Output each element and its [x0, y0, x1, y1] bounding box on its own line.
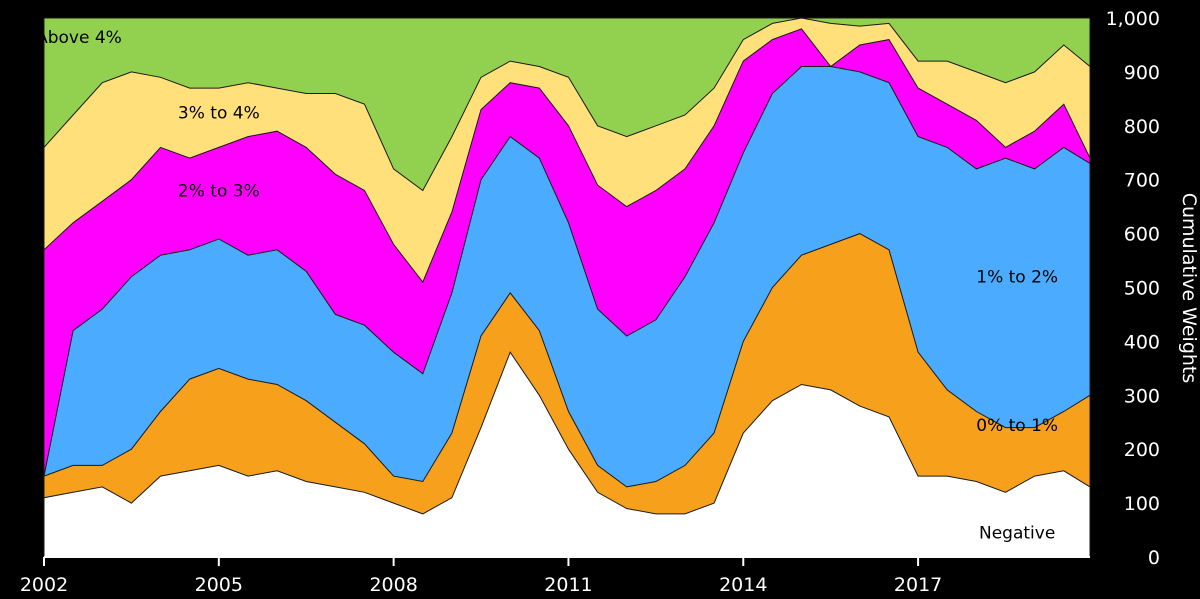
- y-tick-label: 800: [1124, 116, 1160, 138]
- label-0pct-to-1pct: 0% to 1%: [976, 416, 1058, 436]
- label-1pct-to-2pct: 1% to 2%: [976, 268, 1058, 288]
- y-tick-label: 100: [1124, 493, 1160, 515]
- y-tick-label: 900: [1124, 62, 1160, 84]
- stacked-areas: [43, 17, 1091, 558]
- area-labels: Above 4% 3% to 4% 2% to 3% 1% to 2% 0% to 1%…: [36, 28, 1058, 544]
- label-above-4pct: Above 4%: [36, 28, 122, 48]
- y-tick-label: 200: [1124, 439, 1160, 461]
- y-tick-label: 0: [1148, 547, 1160, 569]
- y-axis-ticks: 0 100 200 300 400 500 600 700 800 900 1,000: [1106, 8, 1160, 569]
- y-tick-label: 600: [1124, 224, 1160, 246]
- x-tick-label: 2002: [20, 574, 68, 596]
- x-tick-label: 2008: [369, 574, 417, 596]
- x-tick-label: 2017: [894, 574, 942, 596]
- x-tick-label: 2005: [195, 574, 243, 596]
- area-negative: [43, 351, 1091, 558]
- y-tick-label: 700: [1124, 170, 1160, 192]
- y-tick-label: 400: [1124, 331, 1160, 353]
- label-2pct-to-3pct: 2% to 3%: [178, 181, 260, 201]
- x-tick-label: 2014: [719, 574, 767, 596]
- label-negative: Negative: [979, 524, 1055, 544]
- label-3pct-to-4pct: 3% to 4%: [178, 103, 260, 123]
- y-tick-label: 500: [1124, 278, 1160, 300]
- x-axis-ticks: 2002 2005 2008 2011 2014 2017: [20, 557, 942, 596]
- y-tick-label: 300: [1124, 385, 1160, 407]
- y-tick-label: 1,000: [1106, 8, 1160, 30]
- x-tick-label: 2011: [544, 574, 592, 596]
- y-axis-title: Cumulative Weights: [1178, 193, 1200, 384]
